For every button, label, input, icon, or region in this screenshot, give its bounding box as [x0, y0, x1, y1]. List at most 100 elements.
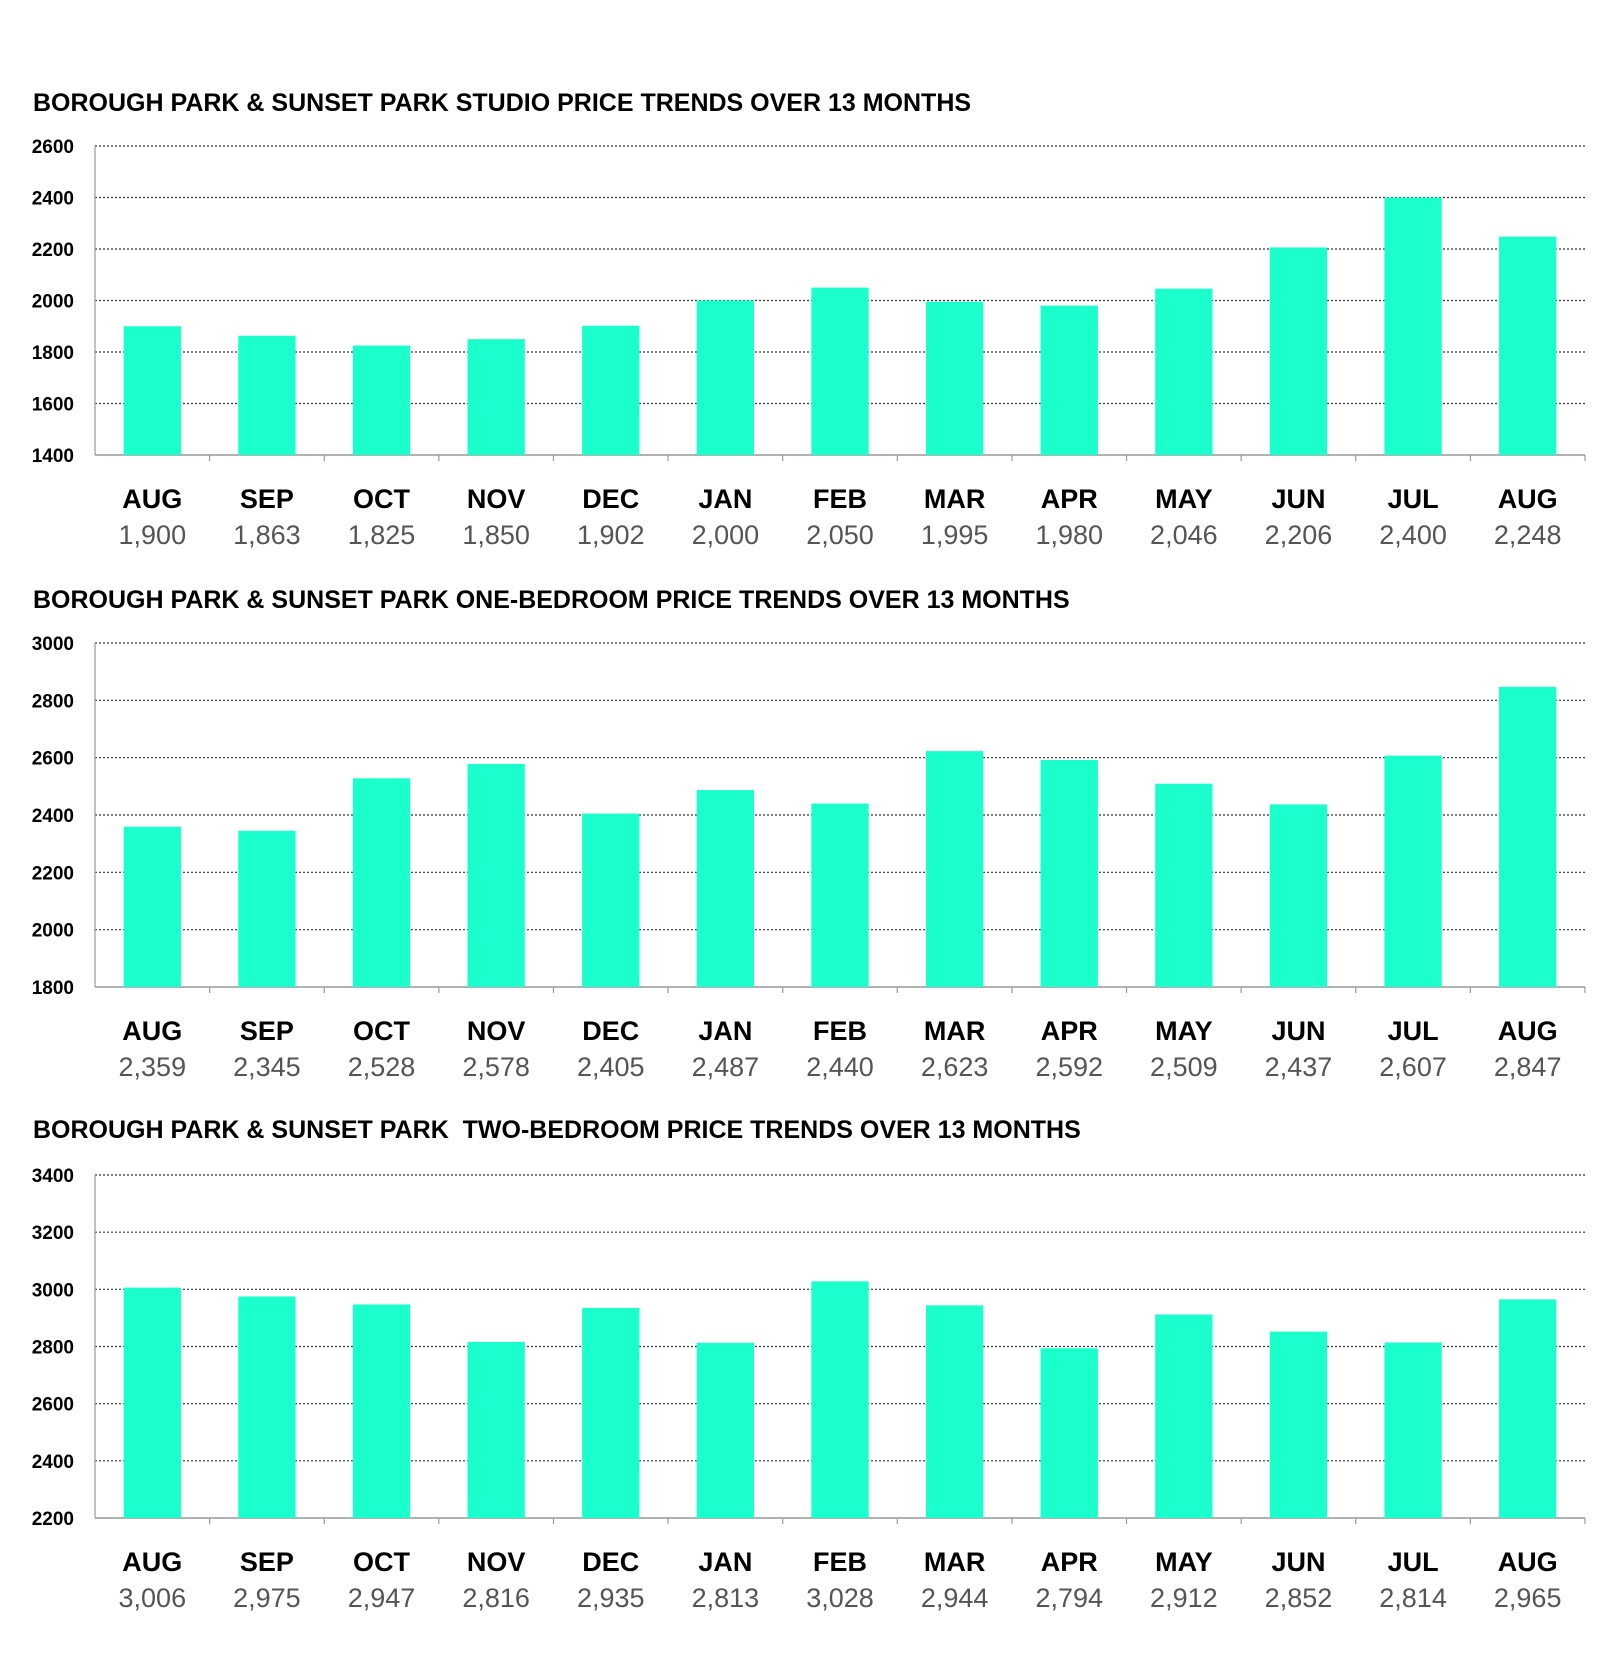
x-category-label: MAY: [1155, 1016, 1213, 1046]
x-category-label: JAN: [698, 1547, 752, 1577]
data-value-label: 2,405: [577, 1052, 645, 1082]
data-value-label: 2,400: [1379, 520, 1447, 550]
x-category-label: JAN: [698, 1016, 752, 1046]
data-value-label: 2,944: [921, 1583, 989, 1613]
data-value-label: 2,509: [1150, 1052, 1218, 1082]
chart-3: BOROUGH PARK & SUNSET PARK TWO-BEDROOM P…: [32, 1116, 1586, 1613]
y-tick-label: 2800: [32, 691, 74, 712]
x-category-label: OCT: [353, 1547, 411, 1577]
data-value-label: 1,850: [462, 520, 530, 550]
x-category-label: AUG: [122, 1547, 182, 1577]
data-value-label: 2,000: [692, 520, 760, 550]
chart-2: BOROUGH PARK & SUNSET PARK ONE-BEDROOM P…: [32, 586, 1586, 1082]
x-category-label: SEP: [240, 1547, 294, 1577]
x-category-label: JUN: [1271, 1547, 1325, 1577]
bar-sep: [238, 335, 296, 455]
bar-oct: [352, 1304, 411, 1518]
x-category-label: NOV: [467, 484, 526, 514]
x-category-label: NOV: [467, 1547, 526, 1577]
bar-aug: [1499, 1299, 1557, 1518]
y-tick-label: 2200: [32, 863, 74, 884]
y-tick-label: 2000: [32, 921, 74, 942]
data-value-label: 2,440: [806, 1052, 874, 1082]
data-value-label: 2,607: [1379, 1052, 1447, 1082]
bar-feb: [811, 1281, 869, 1518]
y-tick-label: 2400: [32, 1452, 74, 1473]
y-tick-label: 2400: [32, 806, 74, 827]
x-category-label: MAY: [1155, 484, 1213, 514]
bar-apr: [1040, 1348, 1098, 1518]
bar-sep: [238, 1296, 296, 1518]
x-category-label: JUL: [1388, 484, 1439, 514]
bar-jul: [1384, 1342, 1442, 1518]
y-tick-label: 3400: [32, 1166, 74, 1187]
x-category-label: MAR: [924, 484, 986, 514]
data-value-label: 2,813: [692, 1583, 760, 1613]
x-category-label: AUG: [1498, 1016, 1558, 1046]
bar-aug: [1499, 686, 1557, 987]
x-category-label: OCT: [353, 1016, 411, 1046]
x-category-label: JUN: [1271, 1016, 1325, 1046]
data-value-label: 2,814: [1379, 1583, 1447, 1613]
y-tick-label: 2600: [32, 749, 74, 770]
data-value-label: 2,935: [577, 1583, 645, 1613]
bar-feb: [811, 803, 869, 987]
data-value-label: 1,902: [577, 520, 645, 550]
x-category-label: APR: [1041, 1016, 1098, 1046]
data-value-label: 1,863: [233, 520, 301, 550]
y-tick-label: 1800: [32, 343, 74, 364]
data-value-label: 1,900: [119, 520, 187, 550]
data-value-label: 2,359: [119, 1052, 187, 1082]
y-tick-label: 2000: [32, 292, 74, 313]
x-category-label: JUL: [1388, 1547, 1439, 1577]
bar-nov: [467, 339, 525, 455]
bar-aug: [123, 826, 181, 987]
x-category-label: NOV: [467, 1016, 526, 1046]
data-value-label: 1,825: [348, 520, 416, 550]
x-category-label: SEP: [240, 484, 294, 514]
data-value-label: 2,912: [1150, 1583, 1218, 1613]
bar-mar: [925, 751, 984, 987]
bar-apr: [1040, 305, 1098, 455]
x-category-label: AUG: [1498, 1547, 1558, 1577]
data-value-label: 2,592: [1035, 1052, 1103, 1082]
data-value-label: 2,852: [1265, 1583, 1333, 1613]
bar-jun: [1269, 804, 1328, 987]
data-value-label: 2,816: [462, 1583, 530, 1613]
x-category-label: FEB: [813, 1547, 867, 1577]
data-value-label: 2,248: [1494, 520, 1562, 550]
chart-1: BOROUGH PARK & SUNSET PARK STUDIO PRICE …: [32, 89, 1586, 550]
data-value-label: 2,046: [1150, 520, 1218, 550]
bar-jan: [696, 790, 755, 987]
y-tick-label: 3000: [32, 634, 74, 655]
x-category-label: JUN: [1271, 484, 1325, 514]
chart-title: BOROUGH PARK & SUNSET PARK STUDIO PRICE …: [33, 89, 971, 117]
bar-dec: [582, 1307, 640, 1518]
bar-apr: [1040, 759, 1098, 987]
bar-may: [1155, 288, 1213, 455]
bar-oct: [352, 778, 411, 987]
x-category-label: FEB: [813, 484, 867, 514]
bar-nov: [467, 763, 525, 987]
bar-jul: [1384, 755, 1442, 987]
bar-may: [1155, 1314, 1213, 1518]
data-value-label: 2,528: [348, 1052, 416, 1082]
data-value-label: 2,847: [1494, 1052, 1562, 1082]
bar-feb: [811, 287, 869, 455]
y-tick-label: 1400: [32, 446, 74, 467]
data-value-label: 2,975: [233, 1583, 301, 1613]
x-category-label: AUG: [1498, 484, 1558, 514]
x-category-label: AUG: [122, 1016, 182, 1046]
x-category-label: DEC: [582, 1016, 639, 1046]
data-value-label: 1,995: [921, 520, 989, 550]
x-category-label: DEC: [582, 1547, 639, 1577]
x-category-label: MAR: [924, 1547, 986, 1577]
data-value-label: 2,487: [692, 1052, 760, 1082]
x-category-label: APR: [1041, 1547, 1098, 1577]
bar-mar: [925, 1305, 984, 1518]
bar-jun: [1269, 247, 1328, 455]
bar-dec: [582, 325, 640, 455]
data-value-label: 2,578: [462, 1052, 530, 1082]
